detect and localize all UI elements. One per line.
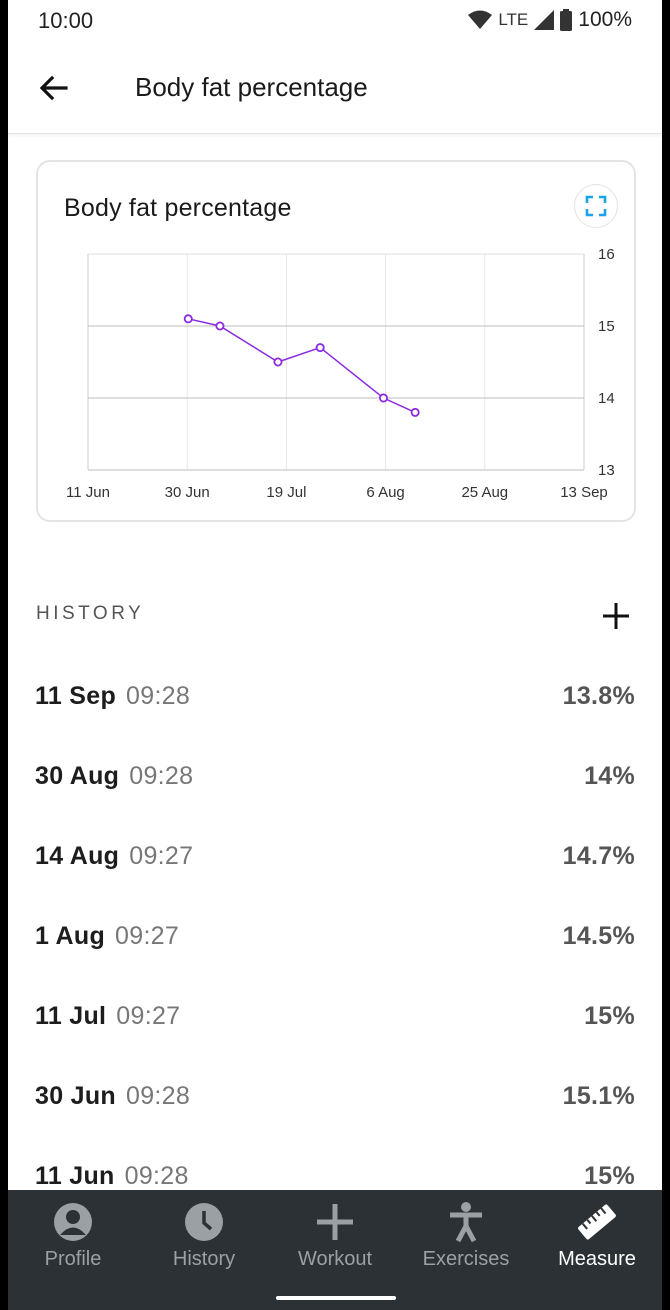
wifi-icon xyxy=(468,10,493,29)
history-date: 30 Aug 09:28 xyxy=(35,762,193,791)
chart-y-tick: 15 xyxy=(598,318,615,335)
history-row[interactable]: 14 Aug 09:27 14.7% xyxy=(8,816,662,896)
history-date-text: 30 Jun xyxy=(35,1082,116,1110)
history-value: 13.8% xyxy=(562,682,635,710)
status-time: 10:00 xyxy=(38,8,94,33)
chart-data-point xyxy=(215,321,225,331)
chart-x-tick: 30 Jun xyxy=(165,484,210,501)
fullscreen-icon xyxy=(585,195,607,217)
history-row[interactable]: 11 Jun 09:28 15% xyxy=(8,1136,662,1216)
history-value: 15% xyxy=(584,1162,635,1190)
history-time: 09:28 xyxy=(129,762,194,790)
history-date: 1 Aug 09:27 xyxy=(35,922,179,951)
history-date-text: 1 Aug xyxy=(35,922,106,950)
history-date-text: 30 Aug xyxy=(35,762,120,790)
history-date: 14 Aug 09:27 xyxy=(35,842,193,871)
history-time: 09:27 xyxy=(116,1002,181,1030)
chart-y-tick: 14 xyxy=(598,390,615,407)
history-time: 09:28 xyxy=(124,1162,189,1190)
network-type: LTE xyxy=(498,10,529,29)
nav-history[interactable]: History xyxy=(139,1190,269,1290)
page-title: Body fat percentage xyxy=(135,72,368,102)
history-date: 11 Sep 09:28 xyxy=(35,682,190,711)
history-value: 15.1% xyxy=(562,1082,635,1110)
history-time: 09:28 xyxy=(126,682,191,710)
nav-exercises[interactable]: Exercises xyxy=(401,1190,531,1290)
nav-workout-label: Workout xyxy=(297,1248,373,1270)
ruler-icon xyxy=(578,1204,616,1240)
chart-data-point xyxy=(183,314,193,324)
profile-icon xyxy=(54,1203,92,1241)
chart-x-tick: 25 Aug xyxy=(461,484,508,501)
chart-x-tick: 6 Aug xyxy=(366,484,404,501)
history-date: 11 Jul 09:27 xyxy=(35,1002,180,1031)
plus-icon xyxy=(317,1204,353,1240)
history-time: 09:27 xyxy=(129,842,194,870)
chart-x-tick: 13 Sep xyxy=(560,484,608,501)
app-screen: 10:00 LTE 100% Body fat percentage 11 Ju… xyxy=(8,0,662,1310)
history-date-text: 11 Jun xyxy=(35,1162,115,1190)
history-time: 09:27 xyxy=(115,922,180,950)
exercise-person-icon xyxy=(450,1202,482,1242)
add-measurement-button[interactable] xyxy=(600,600,632,632)
history-row[interactable]: 1 Aug 09:27 14.5% xyxy=(8,896,662,976)
clock-icon xyxy=(185,1203,223,1241)
history-row[interactable]: 11 Jul 09:27 15% xyxy=(8,976,662,1056)
history-row[interactable]: 30 Jun 09:28 15.1% xyxy=(8,1056,662,1136)
chart-card: 11 Jun 30 Jun 19 Jul 6 Aug 25 Aug 13 Sep 16 15 1… xyxy=(36,160,636,522)
history-row[interactable]: 30 Aug 09:28 14% xyxy=(8,736,662,816)
nav-workout[interactable]: Workout xyxy=(270,1190,400,1290)
signal-icon xyxy=(534,10,555,30)
nav-measure[interactable]: Measure xyxy=(532,1190,662,1290)
history-value: 15% xyxy=(584,1002,635,1030)
chart-y-tick: 13 xyxy=(598,462,615,479)
home-indicator[interactable] xyxy=(276,1296,396,1300)
history-value: 14.5% xyxy=(562,922,635,950)
chart-x-tick: 11 Jun xyxy=(66,484,110,501)
history-date-text: 11 Sep xyxy=(35,682,117,710)
chart-data-point xyxy=(410,407,420,417)
history-header: HISTORY xyxy=(36,603,145,624)
history-time: 09:28 xyxy=(126,1082,191,1110)
history-value: 14.7% xyxy=(562,842,635,870)
status-bar: 10:00 LTE 100% xyxy=(8,0,662,40)
chart-data-point xyxy=(315,343,325,353)
chart-y-tick: 16 xyxy=(598,246,615,263)
chart-x-tick: 19 Jul xyxy=(266,484,306,501)
status-indicators: LTE 100% xyxy=(468,8,632,32)
body-fat-chart: 11 Jun 30 Jun 19 Jul 6 Aug 25 Aug 13 Sep 16 15 1… xyxy=(66,246,615,501)
chart-title: Body fat percentage xyxy=(64,194,292,222)
history-date-text: 11 Jul xyxy=(35,1002,107,1030)
nav-measure-label: Measure xyxy=(558,1248,636,1270)
history-value: 14% xyxy=(584,762,635,790)
history-date-text: 14 Aug xyxy=(35,842,120,870)
chart-data-point xyxy=(273,357,283,367)
history-list: 11 Sep 09:28 13.8% 30 Aug 09:28 14% 14 Aug 09:2… xyxy=(8,656,662,1216)
chart-data-point xyxy=(378,393,388,403)
battery-icon xyxy=(560,9,573,31)
nav-history-label: History xyxy=(172,1248,236,1270)
back-arrow-icon[interactable] xyxy=(36,70,72,106)
nav-profile-label: Profile xyxy=(44,1248,102,1270)
history-date: 30 Jun 09:28 xyxy=(35,1082,190,1111)
nav-exercises-label: Exercises xyxy=(422,1248,510,1270)
history-row[interactable]: 11 Sep 09:28 13.8% xyxy=(8,656,662,736)
history-date: 11 Jun 09:28 xyxy=(35,1162,189,1191)
chart-series-line xyxy=(188,318,416,414)
fullscreen-button[interactable] xyxy=(574,184,618,228)
nav-profile[interactable]: Profile xyxy=(8,1190,138,1290)
battery-level: 100% xyxy=(578,8,632,31)
bottom-navigation: Profile History Workout Exercises xyxy=(8,1190,662,1310)
app-bar: Body fat percentage xyxy=(8,40,662,134)
